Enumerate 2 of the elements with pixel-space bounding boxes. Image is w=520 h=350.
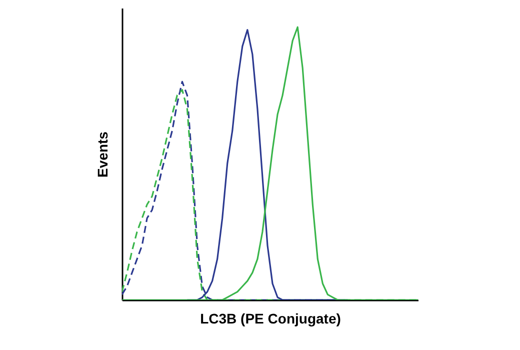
- y-axis-title: Events: [94, 131, 110, 178]
- x-axis-title: LC3B (PE Conjugate): [200, 310, 341, 326]
